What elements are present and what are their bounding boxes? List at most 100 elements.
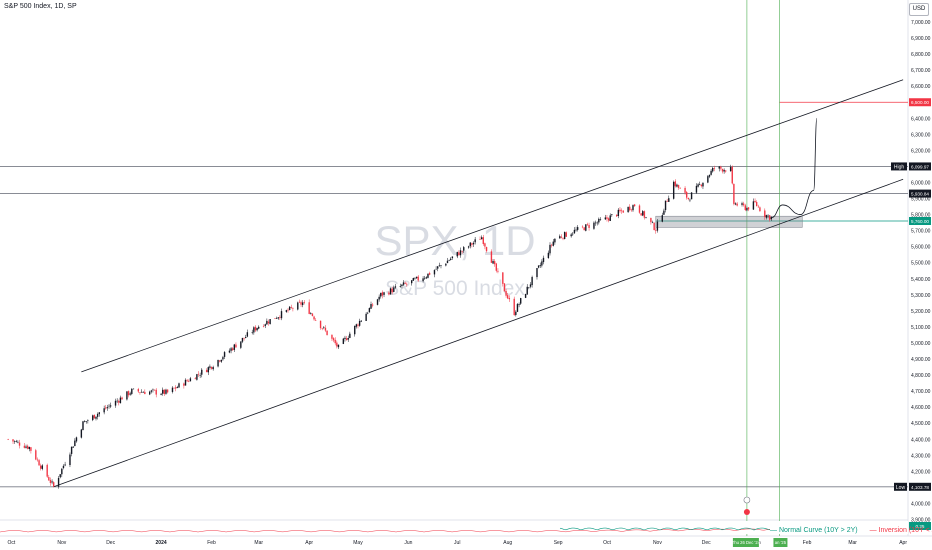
candle-body	[699, 184, 701, 185]
candle-body	[245, 337, 247, 339]
candle-body	[173, 387, 175, 389]
candle-body	[95, 416, 97, 419]
candle-body	[524, 294, 527, 298]
x-tick-label: Mar	[254, 540, 263, 546]
candle-body	[526, 286, 528, 295]
candle-body	[87, 420, 89, 421]
y-tick-label: 3,900.00	[911, 518, 931, 524]
candle-body	[627, 206, 629, 213]
candle-body	[212, 367, 214, 370]
x-tick-label: Feb	[803, 540, 812, 546]
candle-body	[274, 318, 276, 319]
candle-body	[144, 391, 146, 395]
x-tick-label: Nov	[653, 540, 662, 546]
cursor-date-label-2: an '25	[775, 540, 787, 545]
candle-body	[310, 313, 312, 315]
candle-body	[537, 265, 540, 268]
y-tick-label: 4,400.00	[911, 437, 931, 443]
candle-body	[75, 437, 78, 442]
candle-body	[663, 210, 665, 215]
candle-body	[196, 374, 198, 380]
y-tick-label: 4,000.00	[911, 501, 931, 507]
candle-body	[163, 389, 166, 395]
candle-body	[355, 324, 358, 327]
candle-body	[98, 412, 100, 415]
candle-body	[438, 265, 441, 266]
candle-body	[36, 459, 39, 461]
candle-body	[653, 222, 655, 231]
candle-body	[313, 316, 315, 320]
candle-body	[153, 389, 156, 391]
candle-body	[72, 446, 74, 448]
candle-body	[342, 338, 345, 344]
candle-body	[35, 450, 37, 460]
y-tick-label: 5,500.00	[911, 261, 931, 267]
y-tick-label: 4,500.00	[911, 421, 931, 427]
candle-body	[25, 446, 27, 448]
candle-body	[30, 447, 32, 451]
candle-body	[733, 184, 735, 204]
watermark-name: S&P 500 Index	[385, 277, 525, 300]
candle-body	[266, 320, 268, 325]
candle-body	[142, 392, 144, 393]
candle-body	[57, 478, 60, 487]
y-tick-label: 5,600.00	[911, 245, 931, 251]
candle-body	[474, 239, 476, 243]
candle-body	[235, 344, 237, 348]
candle-body	[269, 319, 271, 325]
candle-body	[323, 327, 325, 328]
candle-body	[529, 284, 532, 287]
support-zone-box	[655, 215, 803, 228]
currency-button[interactable]: USD	[909, 3, 929, 16]
candle-body	[506, 295, 509, 299]
y-tick-label: 6,000.00	[911, 180, 931, 186]
candle-body	[61, 468, 63, 475]
candle-body	[230, 348, 232, 351]
candle-body	[572, 233, 574, 235]
candle-body	[337, 344, 340, 348]
y-tick-label: 5,300.00	[911, 293, 931, 299]
candle-body	[96, 413, 99, 417]
candle-body	[617, 209, 620, 217]
candle-body	[62, 465, 65, 468]
candle-body	[246, 332, 249, 337]
candle-body	[171, 387, 174, 392]
candle-body	[49, 479, 52, 484]
candle-body	[630, 209, 633, 211]
candle-body	[620, 210, 623, 212]
candle-body	[121, 397, 123, 400]
cursor-date-label: Thu 26 Dec '24	[732, 540, 761, 545]
candle-body	[370, 304, 372, 309]
candle-body	[689, 199, 691, 201]
candle-body	[210, 366, 213, 369]
watermark-symbol: SPX, 1D	[374, 217, 535, 264]
candle-body	[437, 266, 439, 269]
candle-body	[550, 244, 553, 246]
candle-body	[290, 307, 292, 308]
candle-body	[734, 203, 737, 205]
candle-body	[505, 291, 507, 296]
x-tick-label: Feb	[207, 540, 216, 546]
candle-body	[7, 439, 9, 440]
candle-body	[222, 357, 224, 360]
candle-body	[303, 302, 305, 303]
candle-body	[604, 217, 607, 220]
price-marker-value: 5,760.00	[911, 219, 929, 224]
candle-body	[149, 391, 151, 395]
price-marker-box	[909, 98, 931, 107]
candle-body	[570, 234, 572, 237]
candle-body	[64, 464, 66, 466]
candle-body	[651, 222, 654, 223]
candle-body	[48, 477, 50, 481]
x-tick-label: 2024	[156, 540, 167, 546]
candle-body	[573, 229, 576, 234]
candle-body	[445, 263, 447, 266]
candle-body	[298, 301, 301, 303]
candle-body	[404, 282, 406, 284]
candle-body	[661, 215, 663, 222]
candle-body	[344, 337, 346, 339]
candle-body	[82, 421, 84, 431]
candle-body	[607, 218, 610, 221]
candle-body	[401, 284, 403, 287]
